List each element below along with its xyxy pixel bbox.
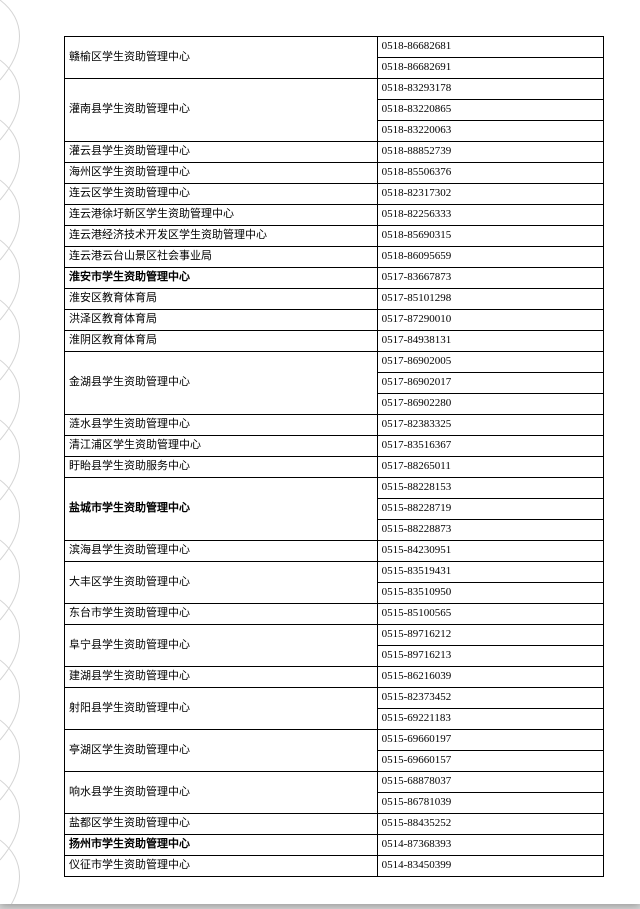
phone-cell: 0518-83220865 [377, 100, 603, 121]
phone-cell: 0517-85101298 [377, 289, 603, 310]
center-name-cell: 射阳县学生资助管理中心 [65, 688, 378, 730]
table-row: 涟水县学生资助管理中心0517-82383325 [65, 415, 604, 436]
phone-cell: 0515-86216039 [377, 667, 603, 688]
center-name-cell: 盱眙县学生资助服务中心 [65, 457, 378, 478]
phone-cell: 0515-69660197 [377, 730, 603, 751]
phone-cell: 0515-69660157 [377, 751, 603, 772]
phone-cell: 0515-82373452 [377, 688, 603, 709]
table-row: 连云港徐圩新区学生资助管理中心0518-82256333 [65, 205, 604, 226]
center-name-cell: 金湖县学生资助管理中心 [65, 352, 378, 415]
center-name-cell: 淮阴区教育体育局 [65, 331, 378, 352]
center-name-cell: 连云港徐圩新区学生资助管理中心 [65, 205, 378, 226]
center-name-cell: 淮安区教育体育局 [65, 289, 378, 310]
table-row: 灌云县学生资助管理中心0518-88852739 [65, 142, 604, 163]
table-row: 射阳县学生资助管理中心0515-82373452 [65, 688, 604, 709]
table-row: 阜宁县学生资助管理中心0515-89716212 [65, 625, 604, 646]
phone-cell: 0517-87290010 [377, 310, 603, 331]
table-row: 连云港云台山景区社会事业局0518-86095659 [65, 247, 604, 268]
phone-cell: 0518-88852739 [377, 142, 603, 163]
table-row: 仪征市学生资助管理中心0514-83450399 [65, 856, 604, 877]
center-name-cell: 滨海县学生资助管理中心 [65, 541, 378, 562]
phone-cell: 0517-86902005 [377, 352, 603, 373]
table-row: 大丰区学生资助管理中心0515-83519431 [65, 562, 604, 583]
phone-cell: 0517-84938131 [377, 331, 603, 352]
phone-cell: 0517-86902017 [377, 373, 603, 394]
table-row: 盱眙县学生资助服务中心0517-88265011 [65, 457, 604, 478]
table-row: 扬州市学生资助管理中心0514-87368393 [65, 835, 604, 856]
center-name-cell: 连云港经济技术开发区学生资助管理中心 [65, 226, 378, 247]
phone-cell: 0515-85100565 [377, 604, 603, 625]
phone-cell: 0515-88228719 [377, 499, 603, 520]
table-row: 海州区学生资助管理中心0518-85506376 [65, 163, 604, 184]
center-name-cell: 盐城市学生资助管理中心 [65, 478, 378, 541]
phone-cell: 0514-83450399 [377, 856, 603, 877]
phone-cell: 0518-85506376 [377, 163, 603, 184]
table-row: 亭湖区学生资助管理中心0515-69660197 [65, 730, 604, 751]
table-row: 盐城市学生资助管理中心0515-88228153 [65, 478, 604, 499]
center-name-cell: 盐都区学生资助管理中心 [65, 814, 378, 835]
phone-cell: 0515-88228873 [377, 520, 603, 541]
phone-cell: 0515-69221183 [377, 709, 603, 730]
center-name-cell: 淮安市学生资助管理中心 [65, 268, 378, 289]
phone-cell: 0515-83519431 [377, 562, 603, 583]
center-name-cell: 清江浦区学生资助管理中心 [65, 436, 378, 457]
phone-cell: 0515-86781039 [377, 793, 603, 814]
center-name-cell: 赣榆区学生资助管理中心 [65, 37, 378, 79]
table-row: 淮阴区教育体育局0517-84938131 [65, 331, 604, 352]
center-name-cell: 建湖县学生资助管理中心 [65, 667, 378, 688]
table-row: 淮安区教育体育局0517-85101298 [65, 289, 604, 310]
table-row: 清江浦区学生资助管理中心0517-83516367 [65, 436, 604, 457]
phone-cell: 0515-68878037 [377, 772, 603, 793]
phone-cell: 0518-82317302 [377, 184, 603, 205]
phone-cell: 0517-82383325 [377, 415, 603, 436]
binding-shadow [0, 0, 40, 904]
center-name-cell: 灌南县学生资助管理中心 [65, 79, 378, 142]
phone-cell: 0515-89716212 [377, 625, 603, 646]
table-row: 滨海县学生资助管理中心0515-84230951 [65, 541, 604, 562]
center-name-cell: 大丰区学生资助管理中心 [65, 562, 378, 604]
phone-cell: 0515-83510950 [377, 583, 603, 604]
center-name-cell: 连云区学生资助管理中心 [65, 184, 378, 205]
table-row: 连云港经济技术开发区学生资助管理中心0518-85690315 [65, 226, 604, 247]
phone-cell: 0517-83516367 [377, 436, 603, 457]
center-name-cell: 东台市学生资助管理中心 [65, 604, 378, 625]
center-name-cell: 响水县学生资助管理中心 [65, 772, 378, 814]
phone-cell: 0515-84230951 [377, 541, 603, 562]
table-row: 连云区学生资助管理中心0518-82317302 [65, 184, 604, 205]
phone-cell: 0515-89716213 [377, 646, 603, 667]
phone-cell: 0515-88435252 [377, 814, 603, 835]
phone-cell: 0514-87368393 [377, 835, 603, 856]
document-page: 赣榆区学生资助管理中心0518-866826810518-86682691灌南县… [0, 0, 640, 904]
center-name-cell: 亭湖区学生资助管理中心 [65, 730, 378, 772]
phone-cell: 0518-82256333 [377, 205, 603, 226]
table-row: 赣榆区学生资助管理中心0518-86682681 [65, 37, 604, 58]
phone-cell: 0517-83667873 [377, 268, 603, 289]
phone-cell: 0518-86682681 [377, 37, 603, 58]
phone-cell: 0518-86095659 [377, 247, 603, 268]
center-name-cell: 洪泽区教育体育局 [65, 310, 378, 331]
phone-cell: 0518-83220063 [377, 121, 603, 142]
center-name-cell: 海州区学生资助管理中心 [65, 163, 378, 184]
center-name-cell: 仪征市学生资助管理中心 [65, 856, 378, 877]
phone-cell: 0518-86682691 [377, 58, 603, 79]
center-name-cell: 阜宁县学生资助管理中心 [65, 625, 378, 667]
table-row: 金湖县学生资助管理中心0517-86902005 [65, 352, 604, 373]
table-row: 建湖县学生资助管理中心0515-86216039 [65, 667, 604, 688]
table-row: 响水县学生资助管理中心0515-68878037 [65, 772, 604, 793]
table-row: 灌南县学生资助管理中心0518-83293178 [65, 79, 604, 100]
table-row: 盐都区学生资助管理中心0515-88435252 [65, 814, 604, 835]
center-name-cell: 扬州市学生资助管理中心 [65, 835, 378, 856]
phone-cell: 0517-86902280 [377, 394, 603, 415]
table-row: 淮安市学生资助管理中心0517-83667873 [65, 268, 604, 289]
center-name-cell: 灌云县学生资助管理中心 [65, 142, 378, 163]
contacts-table: 赣榆区学生资助管理中心0518-866826810518-86682691灌南县… [64, 36, 604, 877]
table-row: 洪泽区教育体育局0517-87290010 [65, 310, 604, 331]
center-name-cell: 连云港云台山景区社会事业局 [65, 247, 378, 268]
phone-cell: 0517-88265011 [377, 457, 603, 478]
phone-cell: 0518-83293178 [377, 79, 603, 100]
phone-cell: 0515-88228153 [377, 478, 603, 499]
table-row: 东台市学生资助管理中心0515-85100565 [65, 604, 604, 625]
phone-cell: 0518-85690315 [377, 226, 603, 247]
center-name-cell: 涟水县学生资助管理中心 [65, 415, 378, 436]
